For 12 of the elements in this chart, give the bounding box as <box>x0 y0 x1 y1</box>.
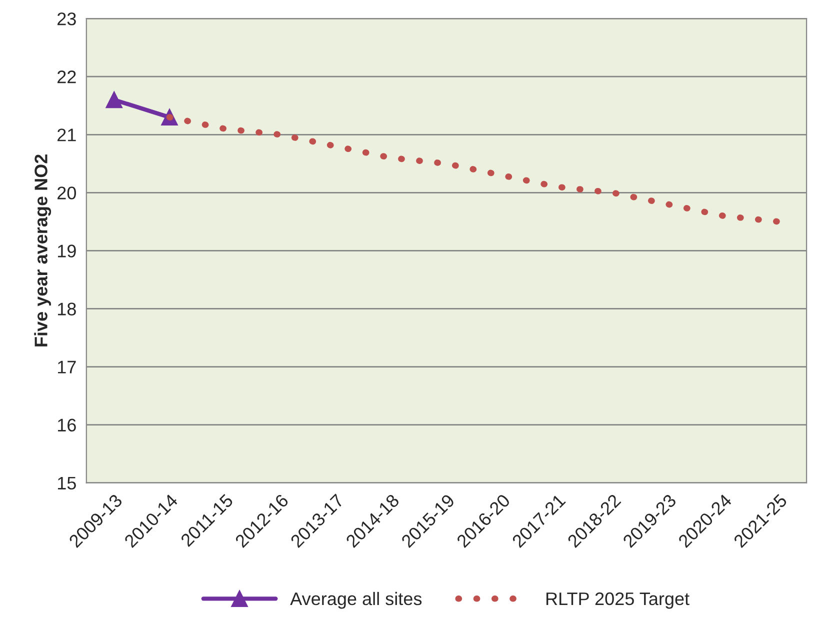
legend-label: Average all sites <box>290 592 422 609</box>
y-axis-title: Five year average NO2 <box>34 154 52 346</box>
y-tick-label: 18 <box>58 302 76 316</box>
y-tick-label: 15 <box>58 476 76 490</box>
y-tick-label: 16 <box>58 418 76 432</box>
y-tick-label: 20 <box>58 186 76 200</box>
y-tick-label: 23 <box>58 12 76 26</box>
y-tick-label: 19 <box>58 244 76 258</box>
y-tick-label: 21 <box>58 128 76 142</box>
y-tick-label: 17 <box>58 360 76 374</box>
legend-label: RLTP 2025 Target <box>546 592 690 609</box>
y-tick-label: 22 <box>58 70 76 84</box>
